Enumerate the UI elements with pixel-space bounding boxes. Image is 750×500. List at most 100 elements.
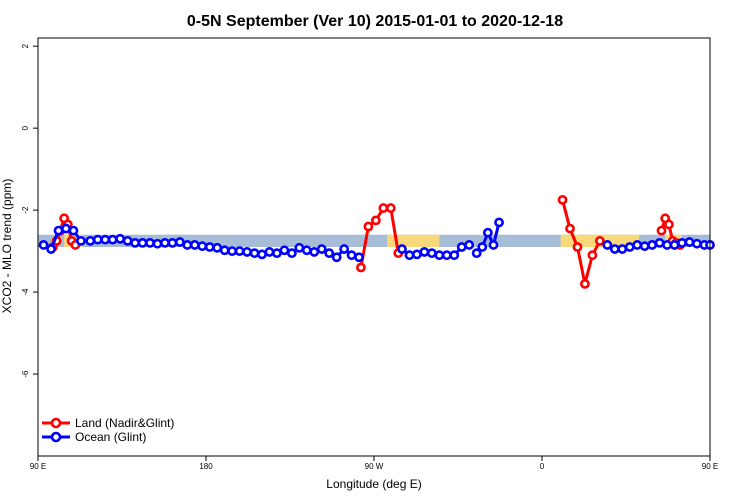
ocean-point: [464, 240, 475, 250]
x-tick-label: 0: [540, 462, 545, 471]
land-point: [587, 250, 598, 261]
ocean-point: [654, 238, 665, 248]
ocean-point: [76, 235, 86, 246]
ocean-point: [602, 240, 613, 250]
land-band: [387, 234, 440, 247]
y-tick-label: -2: [21, 206, 30, 214]
ocean-point: [174, 237, 185, 247]
ocean-point: [115, 233, 126, 244]
land-point: [370, 215, 381, 226]
y-tick-label: 2: [21, 43, 30, 48]
ocean-point: [456, 242, 467, 252]
ocean-point: [92, 234, 103, 245]
ocean-point: [482, 227, 493, 238]
ocean-point: [272, 248, 282, 259]
ocean-point: [669, 240, 680, 250]
ocean-point: [85, 235, 96, 246]
ocean-point: [189, 240, 200, 250]
ocean-point: [264, 247, 275, 257]
ocean-point: [197, 241, 208, 252]
ocean-point: [204, 242, 215, 252]
ocean-point: [68, 225, 79, 236]
land-series-line: [359, 206, 400, 268]
x-tick-label: 90 W: [365, 462, 384, 471]
ocean-point: [279, 245, 290, 256]
ocean-point: [167, 238, 178, 248]
ocean-point: [294, 242, 305, 253]
land-legend-label: Land (Nadir&Glint): [75, 416, 174, 430]
ocean-point: [662, 240, 672, 250]
x-tick-label: 90 E: [30, 462, 46, 471]
ocean-point: [471, 248, 482, 259]
ocean-point: [346, 250, 357, 261]
ocean-point: [286, 248, 297, 259]
ocean-point: [107, 234, 118, 245]
ocean-point: [354, 252, 364, 263]
land-point: [594, 235, 605, 246]
ocean-point: [617, 244, 628, 254]
x-axis-label: Longitude (deg E): [326, 477, 421, 491]
ocean-legend-marker: [50, 431, 62, 443]
ocean-point: [677, 238, 687, 248]
ocean-point: [219, 245, 230, 256]
land-point: [572, 242, 583, 252]
land-point: [363, 221, 374, 232]
legend: Land (Nadir&Glint)Ocean (Glint): [42, 416, 174, 444]
land-point: [565, 223, 575, 234]
ocean-point: [419, 247, 430, 257]
ocean-point: [434, 250, 445, 261]
ocean-point: [309, 247, 320, 257]
ocean-point: [160, 238, 170, 248]
y-axis: 2 0 -2 -4 -6: [21, 43, 38, 378]
ocean-point: [234, 246, 245, 256]
ocean-point: [632, 240, 643, 250]
x-tick-label: 180: [199, 462, 213, 471]
ocean-point: [242, 247, 252, 257]
ocean-point: [397, 244, 407, 254]
ocean-point: [46, 244, 56, 254]
ocean-point: [412, 249, 422, 260]
ocean-point: [212, 242, 223, 253]
ocean-point: [404, 250, 415, 261]
ocean-point: [449, 250, 460, 261]
ocean-point: [684, 237, 695, 247]
x-axis: 90 E 180 90 W 0 90 E: [30, 456, 718, 471]
ocean-point: [324, 248, 335, 259]
ocean-point: [227, 246, 238, 256]
ocean-point: [494, 217, 504, 228]
ocean-point: [624, 242, 635, 252]
x-tick-label: 90 E: [702, 462, 718, 471]
ocean-point: [331, 252, 342, 263]
ocean-point: [130, 238, 140, 248]
ocean-point: [441, 250, 452, 261]
ocean-point: [100, 234, 111, 245]
land-point: [580, 278, 590, 289]
ocean-point: [249, 248, 260, 259]
ocean-point: [152, 238, 163, 249]
ocean-legend-label: Ocean (Glint): [75, 430, 146, 444]
ocean-point: [182, 240, 193, 250]
land-point: [656, 225, 667, 236]
chart-title: 0-5N September (Ver 10) 2015-01-01 to 20…: [187, 13, 563, 30]
ocean-point: [61, 223, 71, 234]
ocean-point: [122, 235, 133, 246]
y-tick-label: -6: [21, 370, 30, 378]
ocean-point: [647, 240, 658, 250]
series-layer: [38, 194, 715, 289]
land-point: [385, 203, 396, 213]
ocean-point: [609, 244, 620, 254]
ocean-point: [692, 238, 702, 249]
ocean-point: [38, 240, 49, 250]
ocean-point: [426, 248, 437, 259]
land-point: [378, 203, 389, 213]
ocean-point: [316, 244, 327, 254]
land-legend-marker: [50, 417, 62, 429]
ocean-point: [488, 240, 499, 250]
ocean-point: [339, 244, 350, 254]
ocean-point: [257, 249, 267, 260]
land-point: [557, 194, 568, 205]
ocean-point: [53, 225, 64, 236]
ocean-point: [145, 238, 155, 248]
y-tick-label: -4: [21, 288, 30, 296]
